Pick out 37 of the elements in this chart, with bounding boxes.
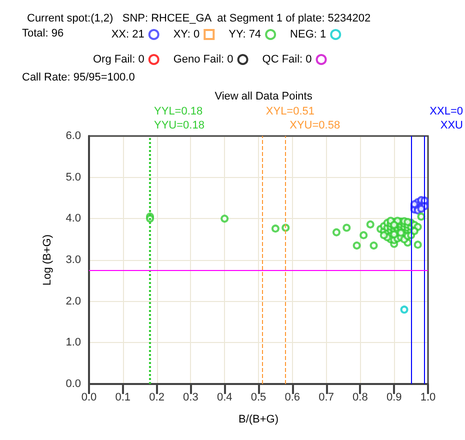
chart-title: Current spot:(1,2) SNP: RHCEE_GA at Segment 1 of plate: 5234202 bbox=[27, 12, 371, 24]
x-tick-label: 0.0 bbox=[81, 392, 97, 404]
x-tick-label: 0.2 bbox=[149, 392, 164, 404]
ref-line-label: XYL=0.51 bbox=[266, 106, 315, 118]
legend-label: Geno Fail: 0 bbox=[173, 54, 234, 66]
y-tick-label: 2.0 bbox=[66, 295, 81, 308]
x-tick-label: 0.7 bbox=[318, 392, 334, 404]
legend-label: YY: 74 bbox=[228, 28, 262, 40]
ref-line-label: YYL=0.18 bbox=[154, 106, 203, 118]
text: Call Rate: 95/95=100.0 bbox=[22, 72, 135, 84]
x-tick-label: 1.0 bbox=[420, 392, 436, 404]
text: YYU=0.18 bbox=[154, 120, 204, 132]
y-tick-label: 3.0 bbox=[66, 254, 81, 266]
x-tick-label: 0.1 bbox=[115, 392, 131, 404]
legend-label: NEG: 1 bbox=[290, 28, 326, 40]
x-tick-label: 0.9 bbox=[386, 392, 402, 404]
text: XXL=0 bbox=[430, 106, 463, 118]
ref-line-label: XYU=0.58 bbox=[290, 120, 340, 132]
y-tick-label: 1.0 bbox=[66, 336, 81, 349]
y-tick-label: 5.0 bbox=[66, 171, 81, 184]
y-axis-title: Log (B+G) bbox=[42, 234, 54, 286]
y-tick-label: 6.0 bbox=[66, 130, 81, 142]
x-tick-label: 0.8 bbox=[352, 392, 368, 404]
x-tick-label: 0.6 bbox=[284, 392, 300, 404]
legend-label: XY: 0 bbox=[173, 28, 200, 40]
chart-subtitle: View all Data Points bbox=[214, 90, 313, 102]
text: Total: 96 bbox=[22, 28, 64, 40]
legend-label: QC Fail: 0 bbox=[262, 54, 312, 66]
x-tick-label: 0.3 bbox=[183, 392, 198, 404]
legend-label: XX: 21 bbox=[111, 28, 144, 40]
y-tick-label: 0.0 bbox=[66, 378, 81, 390]
y-tick-label: 4.0 bbox=[66, 212, 81, 225]
x-tick-label: 0.4 bbox=[216, 392, 232, 404]
x-axis-title: B/(B+G) bbox=[238, 414, 279, 426]
x-tick-label: 0.5 bbox=[250, 392, 266, 404]
legend-label: Org Fail: 0 bbox=[92, 54, 144, 66]
text: XXU bbox=[440, 120, 464, 132]
